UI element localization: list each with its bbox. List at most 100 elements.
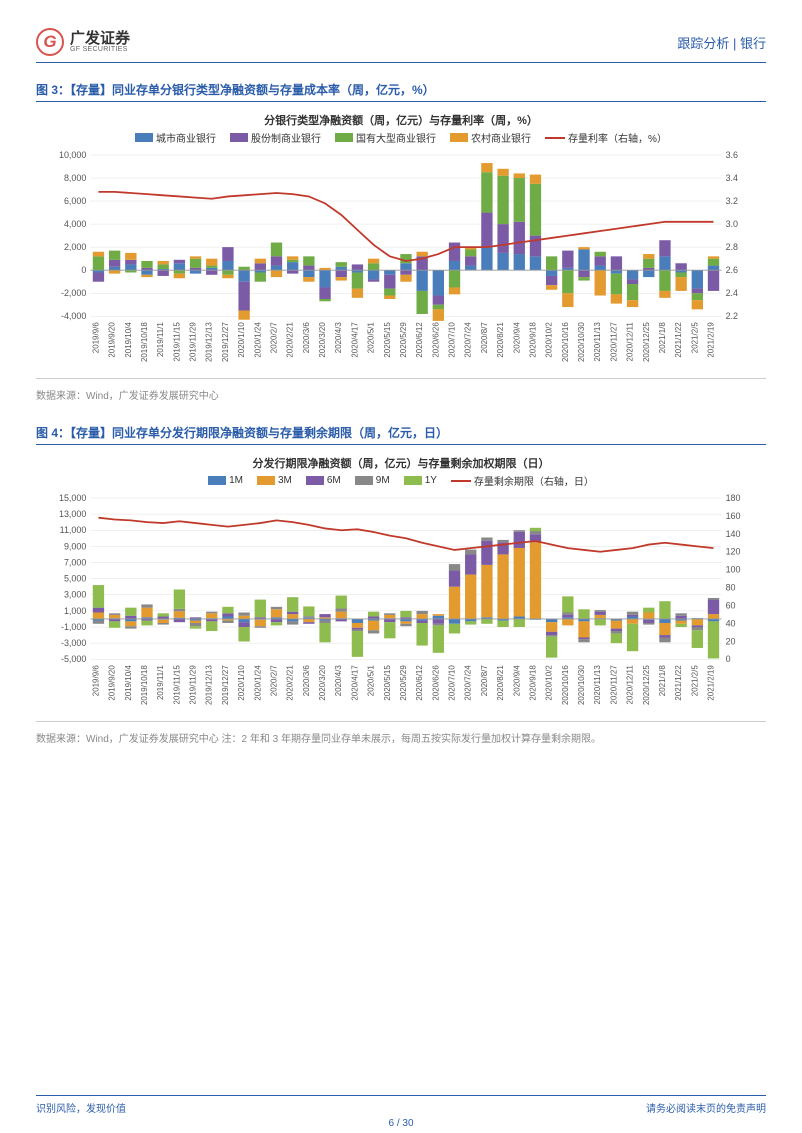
svg-text:2020/2/7: 2020/2/7 <box>269 322 278 354</box>
svg-text:2020/9/18: 2020/9/18 <box>528 665 537 701</box>
svg-text:2020/5/1: 2020/5/1 <box>367 665 376 697</box>
svg-text:-5,000: -5,000 <box>61 654 86 664</box>
svg-text:2020/4/3: 2020/4/3 <box>334 322 343 354</box>
svg-text:2,000: 2,000 <box>64 242 86 252</box>
svg-text:2020/11/13: 2020/11/13 <box>593 665 602 705</box>
svg-text:2020/3/6: 2020/3/6 <box>302 665 311 697</box>
svg-text:2021/1/8: 2021/1/8 <box>658 322 667 354</box>
svg-text:8,000: 8,000 <box>64 173 86 183</box>
svg-text:2020/10/30: 2020/10/30 <box>577 665 586 705</box>
svg-text:2020/12/11: 2020/12/11 <box>626 322 635 362</box>
fig3-title: 图 3：【存量】同业存单分银行类型净融资额与存量成本率（周，亿元，%） <box>36 81 766 102</box>
svg-text:2021/2/5: 2021/2/5 <box>690 322 699 354</box>
svg-text:2020/2/21: 2020/2/21 <box>286 322 295 358</box>
fig4-subtitle: 分发行期限净融资额（周，亿元）与存量剩余加权期限（日） <box>36 455 766 471</box>
footer-right: 请务必阅读末页的免责声明 <box>646 1100 766 1115</box>
svg-text:2020/9/4: 2020/9/4 <box>512 665 521 697</box>
svg-text:2020/12/11: 2020/12/11 <box>626 665 635 705</box>
svg-text:2019/11/1: 2019/11/1 <box>156 322 165 357</box>
svg-text:2019/10/4: 2019/10/4 <box>124 665 133 701</box>
svg-text:2020/5/15: 2020/5/15 <box>383 665 392 701</box>
svg-text:180: 180 <box>726 493 741 503</box>
svg-text:2021/2/5: 2021/2/5 <box>690 665 699 697</box>
svg-text:2020/7/10: 2020/7/10 <box>448 322 457 358</box>
svg-text:120: 120 <box>726 547 741 557</box>
svg-text:2020/2/21: 2020/2/21 <box>286 665 295 701</box>
logo-cn: 广发证券 <box>70 31 130 46</box>
svg-text:2021/2/19: 2021/2/19 <box>707 322 716 358</box>
svg-text:2021/1/22: 2021/1/22 <box>674 322 683 358</box>
svg-text:2020/5/15: 2020/5/15 <box>383 322 392 358</box>
svg-text:2019/9/6: 2019/9/6 <box>91 665 100 697</box>
svg-text:1,000: 1,000 <box>64 606 86 616</box>
svg-text:2019/9/20: 2019/9/20 <box>108 665 117 701</box>
svg-text:2020/8/7: 2020/8/7 <box>480 322 489 354</box>
svg-text:6,000: 6,000 <box>64 196 86 206</box>
svg-text:-3,000: -3,000 <box>61 638 86 648</box>
svg-text:7,000: 7,000 <box>64 557 86 567</box>
svg-text:2019/11/15: 2019/11/15 <box>172 322 181 362</box>
page-number: 6 / 30 <box>388 1118 413 1129</box>
page-footer: 识别风险，发现价值 请务必阅读末页的免责声明 <box>36 1095 766 1115</box>
svg-text:2020/6/12: 2020/6/12 <box>415 322 424 358</box>
svg-text:2.8: 2.8 <box>726 242 738 252</box>
fig4-title: 图 4：【存量】同业存单分发行期限净融资额与存量剩余期限（周，亿元，日） <box>36 424 766 445</box>
svg-text:2019/9/20: 2019/9/20 <box>108 322 117 358</box>
footer-left: 识别风险，发现价值 <box>36 1100 126 1115</box>
figure-4: 图 4：【存量】同业存单分发行期限净融资额与存量剩余期限（周，亿元，日） 分发行… <box>36 424 766 745</box>
fig3-subtitle: 分银行类型净融资额（周，亿元）与存量利率（周，%） <box>36 112 766 128</box>
svg-text:10,000: 10,000 <box>59 150 86 160</box>
svg-text:2.6: 2.6 <box>726 265 738 275</box>
svg-text:2020/10/2: 2020/10/2 <box>545 322 554 358</box>
svg-text:2021/1/8: 2021/1/8 <box>658 665 667 697</box>
svg-text:3.0: 3.0 <box>726 219 738 229</box>
svg-text:2020/1/10: 2020/1/10 <box>237 665 246 701</box>
svg-text:2020/1/10: 2020/1/10 <box>237 322 246 358</box>
svg-text:2020/6/26: 2020/6/26 <box>431 665 440 701</box>
fig4-legend: 1M3M6M9M1Y存量剩余期限（右轴，日） <box>36 473 766 488</box>
svg-text:2020/10/30: 2020/10/30 <box>577 322 586 362</box>
svg-text:2020/5/29: 2020/5/29 <box>399 322 408 358</box>
svg-text:2020/7/24: 2020/7/24 <box>464 665 473 701</box>
svg-text:2020/2/7: 2020/2/7 <box>269 665 278 697</box>
svg-text:3.2: 3.2 <box>726 196 738 206</box>
svg-text:2019/12/13: 2019/12/13 <box>205 322 214 362</box>
page-header: G 广发证券 GF SECURITIES 跟踪分析 | 银行 <box>36 28 766 63</box>
svg-text:2021/2/19: 2021/2/19 <box>707 665 716 701</box>
svg-text:100: 100 <box>726 565 741 575</box>
svg-text:2020/10/16: 2020/10/16 <box>561 322 570 362</box>
svg-text:2020/6/12: 2020/6/12 <box>415 665 424 701</box>
svg-text:3,000: 3,000 <box>64 590 86 600</box>
svg-text:2019/12/27: 2019/12/27 <box>221 665 230 705</box>
svg-text:-4,000: -4,000 <box>61 311 86 321</box>
svg-text:2019/10/4: 2019/10/4 <box>124 322 133 358</box>
svg-text:2020/8/7: 2020/8/7 <box>480 665 489 697</box>
fig4-chart: -5,000-3,000-1,0001,0003,0005,0007,0009,… <box>36 492 766 722</box>
svg-text:2020/1/24: 2020/1/24 <box>253 322 262 358</box>
header-category: 跟踪分析 | 银行 <box>677 33 766 52</box>
svg-text:2020/8/21: 2020/8/21 <box>496 665 505 701</box>
svg-text:2020/4/17: 2020/4/17 <box>350 322 359 358</box>
svg-text:2020/5/29: 2020/5/29 <box>399 665 408 701</box>
svg-text:2020/12/25: 2020/12/25 <box>642 322 651 362</box>
svg-text:2019/11/29: 2019/11/29 <box>189 322 198 362</box>
svg-text:2020/10/2: 2020/10/2 <box>545 665 554 701</box>
svg-text:2.4: 2.4 <box>726 288 738 298</box>
svg-text:2020/6/26: 2020/6/26 <box>431 322 440 358</box>
fig3-chart: -4,000-2,00002,0004,0006,0008,00010,0002… <box>36 149 766 379</box>
fig4-source: 数据来源：Wind，广发证券发展研究中心 注：2 年和 3 年期存量同业存单未展… <box>36 730 766 745</box>
svg-text:4,000: 4,000 <box>64 219 86 229</box>
svg-text:2020/5/1: 2020/5/1 <box>367 322 376 354</box>
svg-text:2019/11/29: 2019/11/29 <box>189 665 198 705</box>
svg-text:2019/10/18: 2019/10/18 <box>140 322 149 362</box>
svg-text:2020/3/6: 2020/3/6 <box>302 322 311 354</box>
svg-text:2020/11/27: 2020/11/27 <box>609 665 618 705</box>
logo-mark: G <box>36 28 64 56</box>
svg-text:2020/3/20: 2020/3/20 <box>318 665 327 701</box>
svg-text:15,000: 15,000 <box>59 493 86 503</box>
logo: G 广发证券 GF SECURITIES <box>36 28 130 56</box>
svg-text:40: 40 <box>726 618 736 628</box>
svg-text:5,000: 5,000 <box>64 574 86 584</box>
svg-text:2019/12/27: 2019/12/27 <box>221 322 230 362</box>
svg-text:140: 140 <box>726 529 741 539</box>
